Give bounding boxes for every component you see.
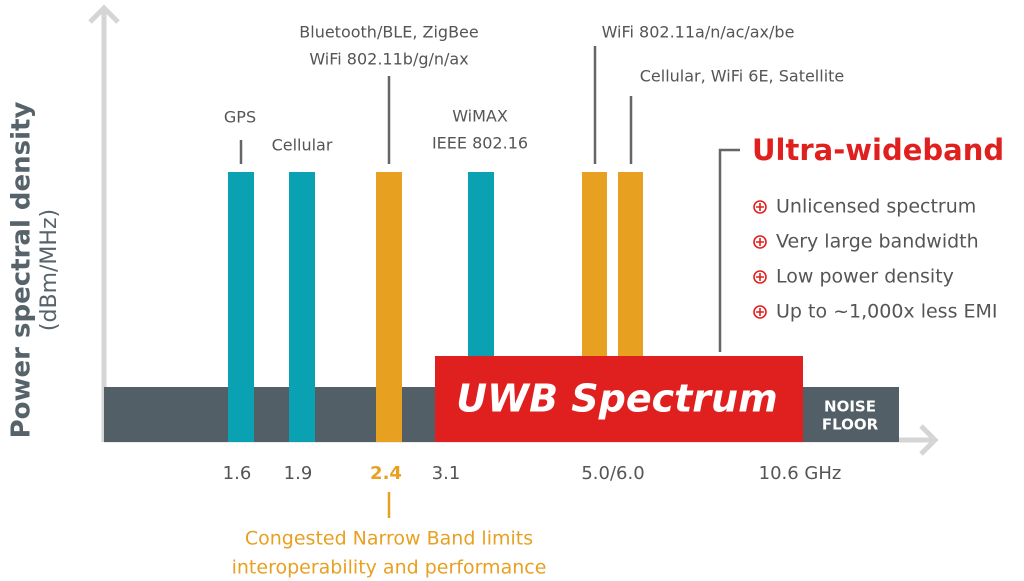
- freq-label: 3.1: [432, 463, 461, 484]
- bullet-icon: [753, 305, 767, 319]
- freq-label: 1.6: [223, 463, 252, 484]
- band-bar: [376, 172, 402, 442]
- freq-label: 5.0/6.0: [581, 463, 644, 484]
- uwb-label: UWB Spectrum: [456, 377, 777, 421]
- band-label: WiFi 802.11a/n/ac/ax/be: [602, 23, 795, 42]
- bullet-icon: [756, 308, 764, 316]
- bullet-icon: [756, 203, 764, 211]
- band-label: GPS: [224, 108, 256, 127]
- bullet-text: Low power density: [776, 266, 954, 288]
- freq-label: 1.9: [284, 463, 313, 484]
- band-label: Cellular, WiFi 6E, Satellite: [640, 67, 845, 86]
- uwb-block: [435, 356, 803, 442]
- bullet-icon: [756, 273, 764, 281]
- band-label: Bluetooth/BLE, ZigBee: [299, 23, 478, 42]
- band-label: WiFi 802.11b/g/n/ax: [309, 50, 468, 69]
- panel-title: Ultra-wideband: [752, 133, 1004, 167]
- band-label: IEEE 802.16: [432, 134, 528, 153]
- note: Congested Narrow Band limits: [245, 528, 533, 550]
- band-bar: [468, 172, 494, 362]
- bullet-text: Unlicensed spectrum: [776, 196, 976, 218]
- axis-unit: (dBm/MHz): [37, 209, 62, 331]
- band-bar: [289, 172, 315, 442]
- bullet-text: Very large bandwidth: [776, 231, 979, 253]
- freq-label: 10.6 GHz: [759, 463, 842, 484]
- band-bar: [228, 172, 254, 442]
- band-label: Cellular: [272, 136, 333, 155]
- bullet-icon: [753, 235, 767, 249]
- bullet-icon: [753, 200, 767, 214]
- band-label: WiMAX: [452, 107, 508, 126]
- axis-title-text: Power spectral density: [7, 102, 37, 439]
- noise-label: FLOOR: [822, 416, 879, 434]
- bullet-text: Up to ~1,000x less EMI: [776, 301, 998, 323]
- axis-title: Power spectral density (dBm/MHz): [7, 102, 63, 439]
- bullet-icon: [753, 270, 767, 284]
- band-bar: [618, 172, 643, 362]
- leaders: [239, 46, 740, 518]
- bullet-list: Unlicensed spectrum Very large bandwidth L…: [753, 196, 998, 323]
- note: interoperability and performance: [232, 557, 547, 579]
- noise-label: NOISE: [824, 398, 876, 416]
- bullet-icon: [756, 238, 764, 246]
- band-bar: [582, 172, 607, 362]
- freq-label: 2.4: [370, 463, 402, 484]
